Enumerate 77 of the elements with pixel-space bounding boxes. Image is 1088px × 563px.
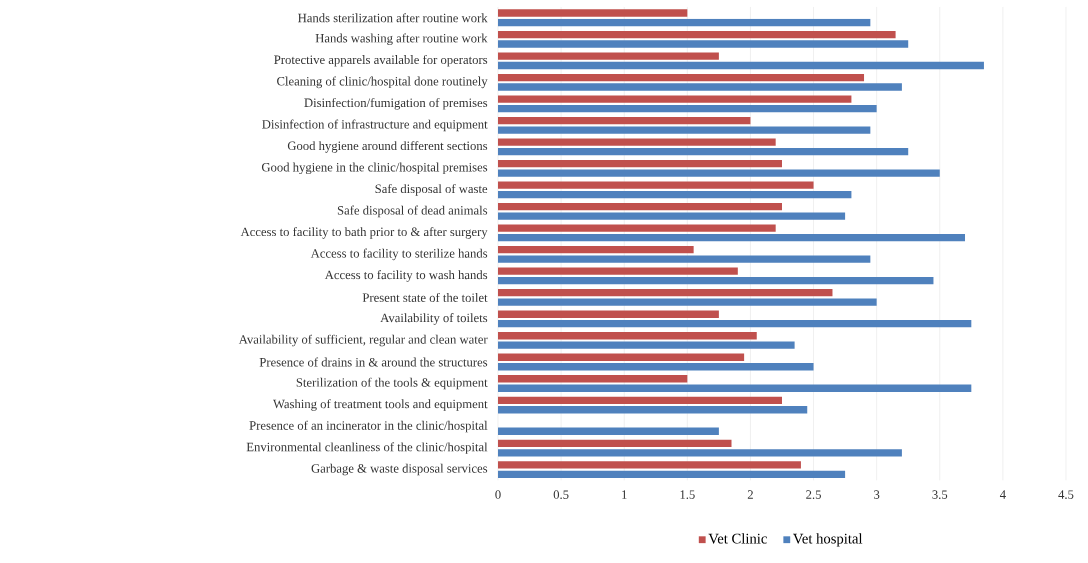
y-tick-label: Sterilization of the tools & equipment [296,377,488,390]
x-tick-label: 4.5 [1058,490,1074,499]
y-tick-label: Access to facility to bath prior to & after surgery [240,227,488,239]
bar [498,320,972,328]
bar [498,298,877,306]
bar [498,30,896,39]
y-tick-label: Hands sterilization after routine work [298,13,488,23]
y-tick-label: Safe disposal of waste [375,184,488,196]
y-tick-label: Protective apparels available for operators [274,54,488,67]
y-tick-label: Safe disposal of dead animals [337,205,488,218]
y-tick-label: Availability of sufficient, regular and clean water [238,334,488,347]
bar [498,449,902,457]
bar [498,126,871,134]
bar [498,138,776,146]
x-tick-label: 4 [999,490,1006,499]
x-tick-label: 3.5 [932,490,948,499]
y-tick-label: Environmental cleanliness of the clinic/hospital [246,442,488,454]
bar [498,289,833,297]
x-tick-label: 3 [874,490,880,499]
bar [498,384,972,392]
y-tick-label: Washing of treatment tools and equipment [273,399,488,411]
legend-label: Vet hospital [793,533,863,547]
bar [498,83,902,91]
bar [498,353,745,361]
bar [498,116,751,125]
x-tick-label: 2 [747,490,753,499]
bar [498,190,852,199]
bar [498,147,909,156]
y-tick-label: Good hygiene around different sections [287,141,488,153]
bar [498,169,940,177]
bar [498,212,846,220]
y-tick-label: Presence of an incinerator in the clinic/hospital [249,420,488,433]
bar [498,310,719,318]
x-tick-label: 1.5 [680,490,695,499]
bar [498,9,688,17]
bar [498,95,852,103]
bar [498,40,909,48]
bar [498,104,877,113]
bar [498,406,808,414]
y-tick-label: Access to facility to sterilize hands [310,248,488,261]
y-tick-label: Availability of toilets [380,313,488,325]
legend-label: Vet Clinic [708,533,767,544]
y-tick-label: Good hygiene in the clinic/hospital premises [261,162,488,175]
bar [498,224,776,232]
y-tick-label: Garbage & waste disposal services [311,463,488,476]
bar [498,332,757,340]
y-tick-label: Cleaning of clinic/hospital done routinely [277,76,488,89]
y-tick-label: Disinfection/fumigation of premises [304,97,488,110]
bar [498,255,871,263]
bar [498,61,984,70]
x-tick-label: 2.5 [806,490,821,499]
bar [498,427,719,435]
bar [498,470,846,478]
y-tick-label: Disinfection of infrastructure and equipment [262,119,488,132]
bar [498,267,738,275]
bar [498,461,801,469]
bar [498,159,782,168]
bar [498,202,782,211]
bar [498,363,814,371]
y-tick-label: Hands washing after routine work [315,33,488,46]
bar [498,246,694,254]
bar [498,181,814,189]
bar [498,277,934,285]
x-tick-label: 1 [622,490,627,499]
bar [498,341,795,349]
bar [498,396,782,404]
y-tick-label: Presence of drains in & around the structures [259,357,488,367]
bar [498,52,719,60]
x-tick-label: 0 [495,490,501,499]
bar [498,375,688,383]
bar [498,18,871,27]
x-tick-label: 0.5 [553,490,569,499]
bar [498,73,865,82]
y-tick-label: Present state of the toilet [362,292,488,302]
bar [498,439,732,447]
y-tick-label: Access to facility to wash hands [324,270,488,282]
bar [498,233,966,242]
